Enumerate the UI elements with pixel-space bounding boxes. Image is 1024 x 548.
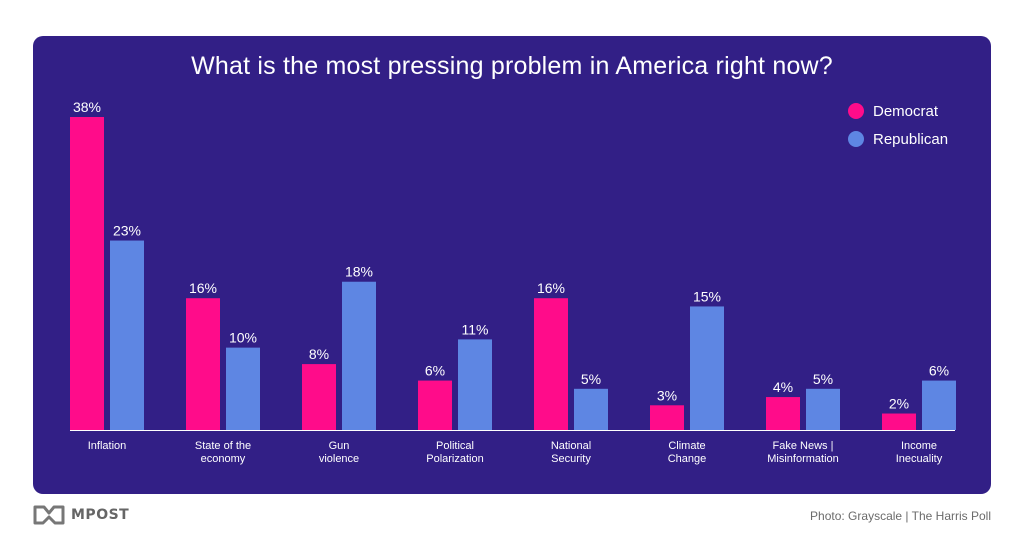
legend-marker-republican (848, 131, 864, 147)
legend-label-republican: Republican (873, 131, 948, 148)
bar-republican-2 (342, 281, 376, 430)
data-label-republican-1: 10% (229, 330, 257, 346)
data-label-republican-6: 5% (813, 371, 833, 387)
category-label-3-1: Polarization (426, 453, 483, 465)
category-label-2-1: violence (319, 453, 359, 465)
category-label-5-0: Climate (668, 440, 705, 452)
category-label-4-0: National (551, 440, 591, 452)
category-label-7-1: Inecuality (896, 453, 943, 465)
legend-label-democrat: Democrat (873, 103, 939, 120)
data-label-democrat-1: 16% (189, 280, 217, 296)
data-label-democrat-2: 8% (309, 346, 329, 362)
category-label-7-0: Income (901, 440, 937, 452)
data-label-republican-0: 23% (113, 223, 141, 239)
data-label-democrat-5: 3% (657, 387, 677, 403)
brand-name: MPOST (71, 507, 130, 523)
category-label-6-0: Fake News | (773, 440, 834, 452)
bar-republican-6 (806, 388, 840, 430)
bar-republican-4 (574, 388, 608, 430)
bar-democrat-1 (186, 298, 220, 430)
category-label-6-1: Misinformation (767, 453, 839, 465)
category-label-3-0: Political (436, 440, 474, 452)
bar-democrat-7 (882, 413, 916, 430)
bar-republican-1 (226, 347, 260, 430)
data-label-democrat-3: 6% (425, 363, 445, 379)
bar-democrat-5 (650, 405, 684, 430)
data-label-republican-2: 18% (345, 264, 373, 280)
bar-republican-7 (922, 380, 956, 430)
data-label-republican-3: 11% (462, 321, 489, 337)
category-label-4-1: Security (551, 453, 591, 465)
bar-republican-0 (110, 240, 144, 430)
category-label-2-0: Gun (329, 440, 350, 452)
category-label-1-1: economy (201, 453, 246, 465)
data-label-democrat-7: 2% (889, 396, 909, 412)
data-label-democrat-4: 16% (537, 280, 565, 296)
bar-republican-5 (690, 306, 724, 430)
photo-credit: Photo: Grayscale | The Harris Poll (810, 509, 991, 523)
bar-democrat-6 (766, 397, 800, 430)
bar-democrat-4 (534, 298, 568, 430)
data-label-republican-4: 5% (581, 371, 601, 387)
bar-democrat-0 (70, 117, 104, 430)
bar-democrat-3 (418, 380, 452, 430)
data-label-democrat-0: 38% (73, 99, 101, 115)
data-label-republican-5: 15% (693, 288, 721, 304)
category-label-1-0: State of the (195, 440, 251, 452)
bar-democrat-2 (302, 364, 336, 430)
category-label-5-1: Change (668, 453, 707, 465)
data-label-republican-7: 6% (929, 363, 949, 379)
legend-marker-democrat (848, 103, 864, 119)
footer-logo: MPOST (33, 505, 129, 525)
bar-republican-3 (458, 339, 492, 430)
chart-title: What is the most pressing problem in Ame… (191, 52, 833, 80)
mpost-logo-icon (33, 505, 65, 525)
category-label-0-0: Inflation (88, 440, 127, 452)
data-label-democrat-6: 4% (773, 379, 793, 395)
